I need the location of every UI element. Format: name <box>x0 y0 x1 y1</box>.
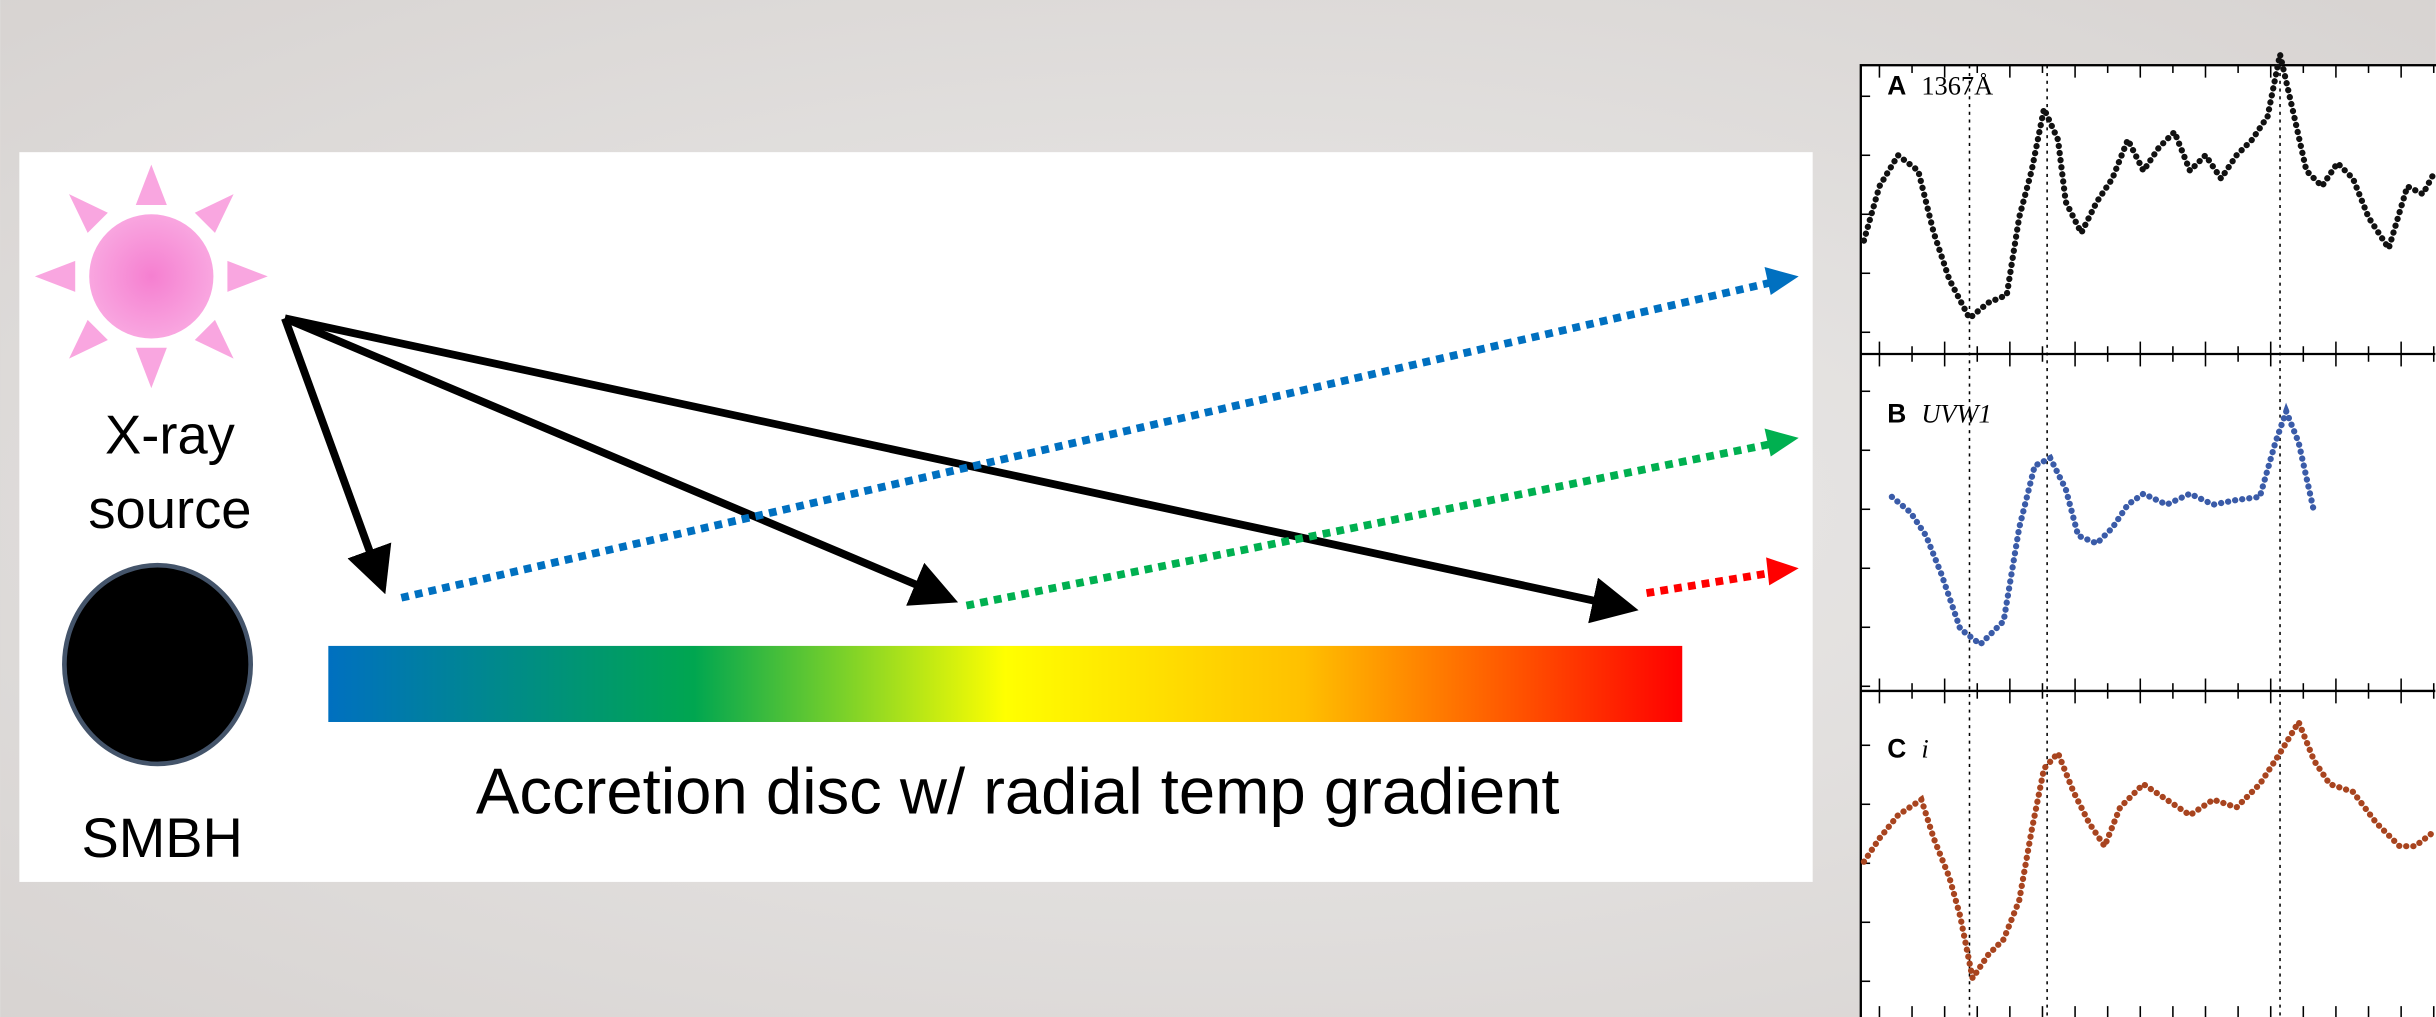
slide: X-ray source SMBH Accretion disc w/ radi… <box>0 0 2436 1017</box>
accretion-disc <box>328 646 1682 722</box>
panel-band: i <box>1921 734 1928 764</box>
panel-letter: B <box>1887 398 1906 428</box>
panel-band: 1367Å <box>1921 71 1993 101</box>
smbh <box>64 565 250 764</box>
panel-letter: C <box>1887 734 1906 764</box>
source-label: X-ray <box>105 404 236 465</box>
light-curves: A 1367Å B UVW1 C i <box>1861 54 2436 1017</box>
panel-letter: A <box>1887 71 1906 101</box>
disc-label: Accretion disc w/ radial temp gradient <box>476 755 1560 828</box>
source-label: source <box>88 479 251 540</box>
panel-band: UVW1 <box>1921 398 1991 428</box>
smbh-label: SMBH <box>81 806 242 869</box>
